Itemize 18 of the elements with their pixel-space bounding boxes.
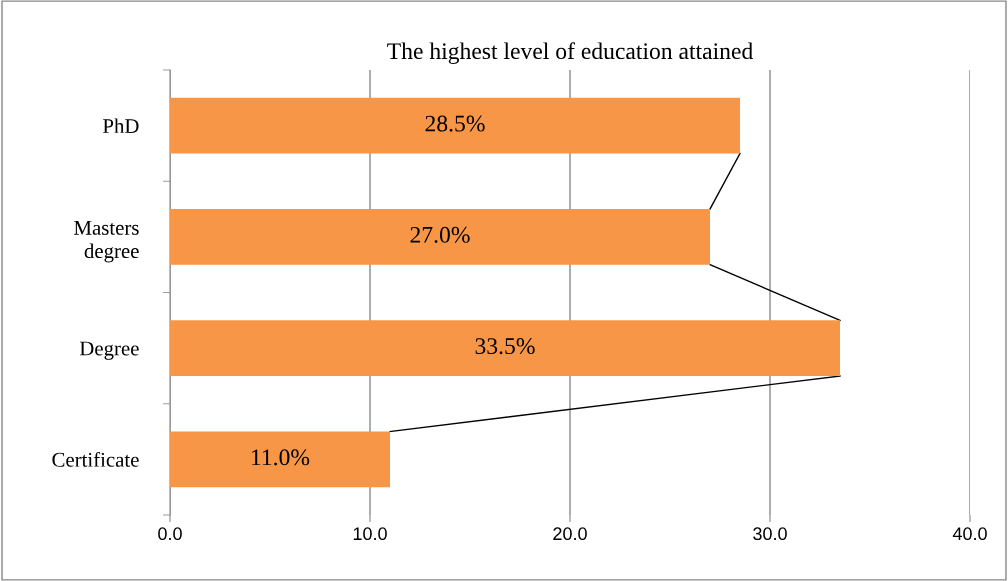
bar — [170, 320, 840, 376]
bar — [170, 209, 710, 265]
x-tick-label: 40.0 — [952, 527, 987, 541]
data-label: 33.5% — [475, 338, 535, 355]
data-label: 28.5% — [425, 115, 485, 132]
data-label: 27.0% — [410, 226, 470, 243]
x-tick-label: 0.0 — [158, 527, 182, 541]
chart-title: The highest level of education attained — [387, 42, 753, 64]
y-tick-label: Degree — [79, 341, 139, 360]
y-tick-label: Certificate — [52, 451, 139, 467]
bar — [170, 97, 740, 154]
data-label: 11.0% — [252, 449, 310, 466]
y-tick-label: PhD — [103, 118, 139, 133]
y-tick-label: Masters degree — [74, 221, 139, 263]
x-tick-label: 30.0 — [753, 527, 787, 541]
x-tick-label: 10.0 — [353, 527, 387, 541]
bar — [170, 431, 390, 488]
x-tick-label: 20.0 — [553, 527, 587, 541]
